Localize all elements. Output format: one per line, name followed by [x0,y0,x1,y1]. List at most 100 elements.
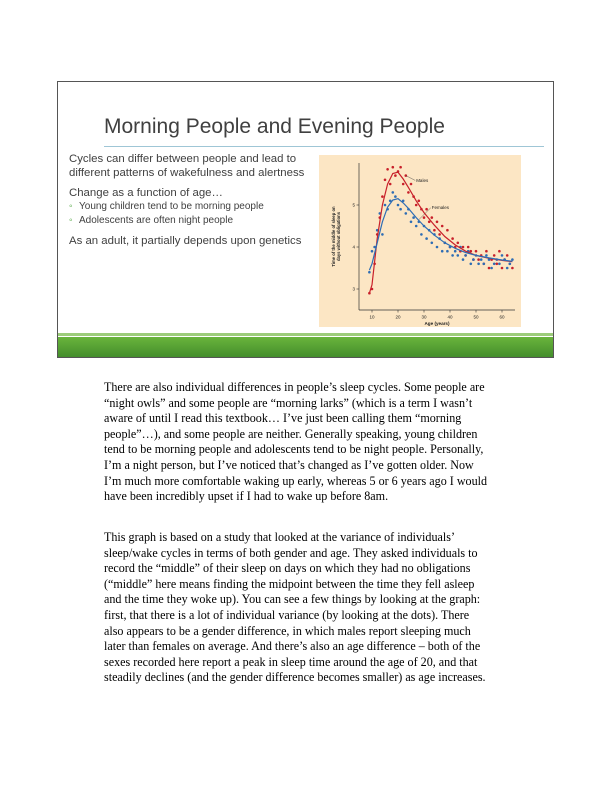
females-data-point [508,262,512,266]
males-data-point [451,237,454,240]
paragraph-line: This graph is based on a study that look… [104,530,455,544]
females-data-point [394,195,397,198]
paragraph-line: and the time they woke up). You can see … [104,592,481,607]
sleep-age-chart: 10 20 30 40 50 60 3 4 5 Age (years) Time of the mi… [319,155,521,327]
females-data-point [430,241,434,245]
females-data-point [505,266,509,270]
females-data-point [477,262,480,266]
males-data-point [430,216,434,219]
paragraph-line: first, that there is a lot of individual… [104,607,470,622]
females-data-point [472,258,475,261]
males-data-point [386,168,389,171]
females-data-point [492,262,496,266]
males-data-point [399,165,402,169]
males-data-point [485,249,488,253]
sub-bullet-item: Adolescents are often night people [69,214,314,228]
females-data-point [446,249,449,253]
males-series-label: Males [416,178,429,183]
chart-svg: 10 20 30 40 50 60 3 4 5 Age (years) Time of the mi… [331,163,515,326]
females-data-point [404,212,408,215]
bullet-item: Cycles can differ between people and lea… [69,153,305,179]
females-data-point [381,233,384,236]
males-data-point [498,249,501,253]
x-axis-label: Age (years) [424,321,449,326]
males-data-point [417,199,421,203]
bullet-item: Change as a function of age… [69,187,223,199]
females-data-point [420,233,423,236]
females-data-point [490,266,493,270]
paragraph-line: later than females on average. And there… [104,639,481,654]
y-tick-label: 4 [352,245,355,250]
females-data-point [409,220,413,224]
females-data-point [456,254,460,257]
females-data-point [440,249,444,253]
males-data-point [433,228,436,232]
females-data-point [399,207,402,211]
females-data-point [482,262,486,266]
paragraph-line: record the “middle” of their sleep on da… [104,561,471,576]
males-data-point [466,245,470,249]
paragraph-line: I’m a night person, but I’ve noticed tha… [104,457,474,472]
females-data-point [498,262,501,266]
paragraph-line: sleep/wake cycles in terms of both gende… [104,545,478,560]
bullet-item: As an adult, it partially depends upon g… [69,235,302,247]
males-data-point [409,182,413,186]
females-data-point [370,249,374,253]
males-data-point [407,191,410,194]
males-label-leader [405,175,416,181]
sub-bullet-item: Young children tend to be morning people [69,200,314,214]
males-data-point [477,258,480,261]
females-data-point [401,199,405,203]
males-data-point [388,182,392,186]
males-fit-line [368,171,513,294]
x-tick-label: 60 [499,315,505,320]
males-data-point [401,182,405,186]
females-data-point [391,191,395,194]
males-data-point [500,266,504,270]
males-data-point [474,249,478,253]
paragraph-line: also appears to be a gender difference, … [104,623,471,638]
males-data-point [425,207,428,211]
males-data-point [446,228,449,232]
bullet-list: Cycles can differ between people and lea… [69,152,314,248]
paragraph-line: “night owls” and some people are “mornin… [104,395,473,410]
females-data-point [425,237,428,240]
paragraph-line: people”…), and some people are neither. … [104,426,478,441]
paragraph-line: steadily declines (and the gender differ… [104,670,486,685]
females-data-point [412,216,415,219]
males-data-point [435,220,439,224]
paragraph-line: sexes recorded here report a peak in sle… [104,654,478,669]
males-data-point [492,254,496,257]
females-label-leader [418,207,431,220]
males-data-point [469,249,473,253]
y-tick-label: 3 [352,287,355,292]
x-tick-label: 10 [369,315,375,320]
males-data-point [391,165,395,169]
x-tick-label: 30 [421,315,427,320]
males-data-point [487,266,491,270]
x-tick-label: 50 [473,315,479,320]
females-data-point [461,258,465,261]
paragraph-line: I’m much more comfortable waking up earl… [104,473,488,488]
females-data-point [373,245,376,249]
females-series-label: Females [432,205,450,210]
females-data-point [435,245,439,249]
females-data-point [469,262,473,266]
males-data-point [422,216,426,219]
females-data-point [500,254,504,257]
slide-frame: Morning People and Evening People Cycles… [57,81,554,358]
paragraph-line: aware of until I read this textbook… I’v… [104,411,462,426]
x-tick-label: 40 [447,315,453,320]
males-data-point [495,262,499,266]
males-data-point [383,178,387,182]
y-axis-label: Time of the middle of sleep ondays witho… [331,206,341,267]
females-fit-line [368,198,513,271]
females-data-point [414,224,418,228]
paragraph-line: There are also individual differences in… [104,380,485,394]
males-data-point [505,254,509,257]
females-data-point [464,254,467,257]
females-data-point [383,203,387,207]
females-data-point [485,254,488,257]
males-data-point [511,266,514,270]
y-tick-label: 5 [352,203,355,208]
